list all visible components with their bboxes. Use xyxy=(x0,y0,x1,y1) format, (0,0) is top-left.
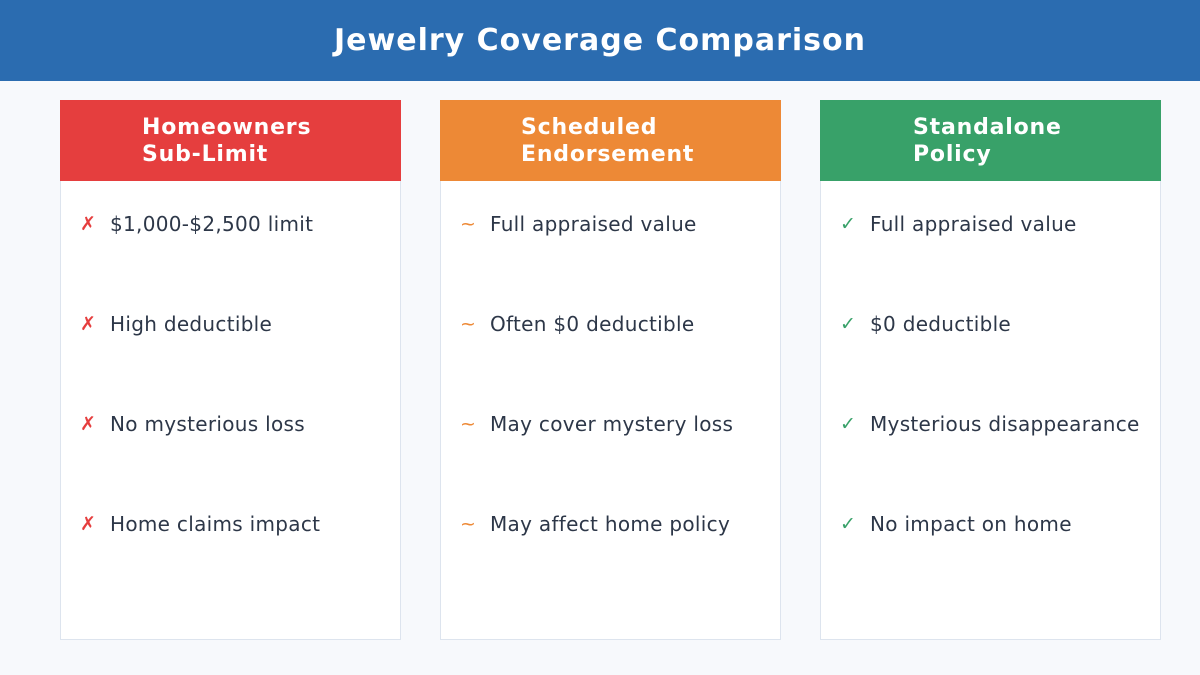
column-title-line: Policy xyxy=(913,142,992,167)
item-text: Often $0 deductible xyxy=(490,312,695,336)
list-item: ✗ High deductible xyxy=(80,309,272,339)
cross-icon: ✗ xyxy=(80,413,96,435)
tilde-icon: ~ xyxy=(460,513,476,535)
column-title-line: Homeowners xyxy=(142,115,312,140)
item-text: Full appraised value xyxy=(490,212,697,236)
item-text: May affect home policy xyxy=(490,512,731,536)
list-item: ~ May cover mystery loss xyxy=(460,409,733,439)
list-item: ✓ No impact on home xyxy=(840,509,1072,539)
column-title-line: Scheduled xyxy=(521,115,658,140)
column-header: Standalone Policy xyxy=(820,100,1161,181)
list-item: ~ Full appraised value xyxy=(460,209,697,239)
tilde-icon: ~ xyxy=(460,213,476,235)
column-header: Scheduled Endorsement xyxy=(440,100,781,181)
item-text: Mysterious disappearance xyxy=(870,412,1140,436)
column-scheduled-endorsement: Scheduled Endorsement ~ Full appraised v… xyxy=(440,100,781,640)
page-title: Jewelry Coverage Comparison xyxy=(334,23,866,58)
item-text: High deductible xyxy=(110,312,273,336)
column-title-line: Standalone xyxy=(913,115,1062,140)
list-item: ~ Often $0 deductible xyxy=(460,309,694,339)
column-title: Standalone Policy xyxy=(913,114,1173,168)
item-text: Full appraised value xyxy=(870,212,1077,236)
list-item: ✓ Mysterious disappearance xyxy=(840,409,1140,439)
item-text: $0 deductible xyxy=(870,312,1012,336)
column-header: Homeowners Sub-Limit xyxy=(60,100,401,181)
list-item: ~ May affect home policy xyxy=(460,509,730,539)
title-banner: Jewelry Coverage Comparison xyxy=(0,0,1200,81)
item-text: Home claims impact xyxy=(110,512,321,536)
check-icon: ✓ xyxy=(840,313,856,335)
column-title: Scheduled Endorsement xyxy=(521,114,781,168)
list-item: ✓ Full appraised value xyxy=(840,209,1077,239)
list-item: ✗ $1,000-$2,500 limit xyxy=(80,209,313,239)
cross-icon: ✗ xyxy=(80,313,96,335)
cross-icon: ✗ xyxy=(80,513,96,535)
cross-icon: ✗ xyxy=(80,213,96,235)
item-text: No mysterious loss xyxy=(110,412,305,436)
column-title-line: Sub-Limit xyxy=(142,142,269,167)
check-icon: ✓ xyxy=(840,513,856,535)
column-title: Homeowners Sub-Limit xyxy=(142,114,402,168)
item-text: No impact on home xyxy=(870,512,1072,536)
check-icon: ✓ xyxy=(840,413,856,435)
item-text: May cover mystery loss xyxy=(490,412,734,436)
column-title-line: Endorsement xyxy=(521,142,695,167)
tilde-icon: ~ xyxy=(460,313,476,335)
check-icon: ✓ xyxy=(840,213,856,235)
list-item: ✗ No mysterious loss xyxy=(80,409,305,439)
list-item: ✗ Home claims impact xyxy=(80,509,320,539)
tilde-icon: ~ xyxy=(460,413,476,435)
column-homeowners-sub-limit: Homeowners Sub-Limit ✗ $1,000-$2,500 lim… xyxy=(60,100,401,640)
column-standalone-policy: Standalone Policy ✓ Full appraised value… xyxy=(820,100,1161,640)
list-item: ✓ $0 deductible xyxy=(840,309,1011,339)
item-text: $1,000-$2,500 limit xyxy=(110,212,314,236)
